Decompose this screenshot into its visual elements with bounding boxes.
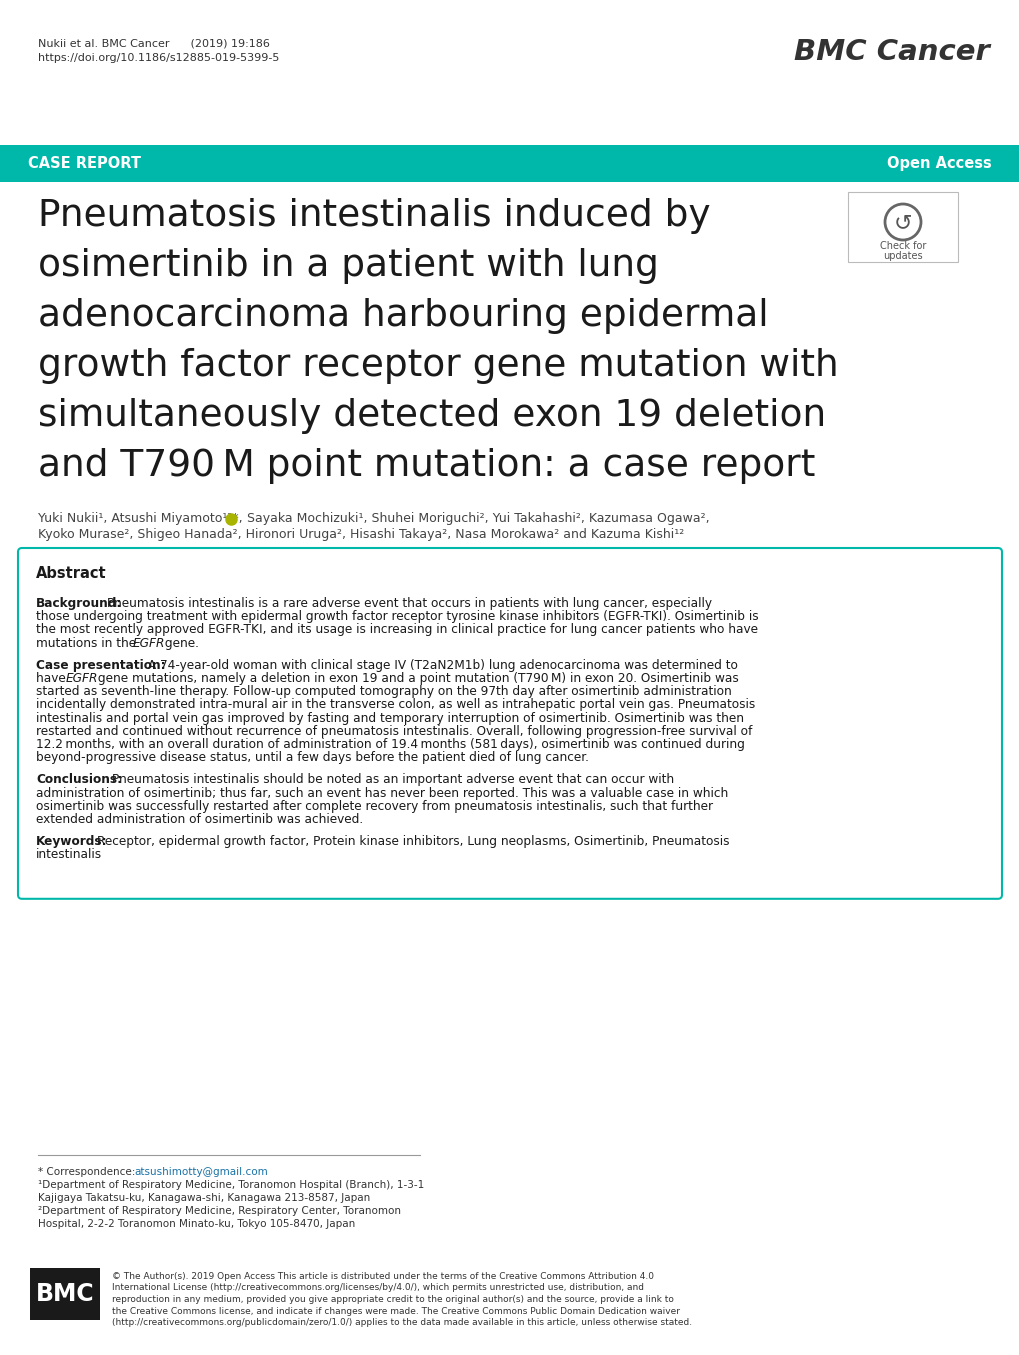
Text: A 74-year-old woman with clinical stage IV (T2aN2M1b) lung adenocarcinoma was de: A 74-year-old woman with clinical stage … (144, 659, 737, 672)
Text: restarted and continued without recurrence of pneumatosis intestinalis. Overall,: restarted and continued without recurren… (36, 725, 752, 738)
Bar (0, 145, 1019, 182)
Text: Yuki Nukii¹, Atsushi Miyamoto¹²*,: Yuki Nukii¹, Atsushi Miyamoto¹²*, (38, 512, 243, 524)
Text: intestinalis: intestinalis (36, 848, 102, 862)
Text: osimertinib was successfully restarted after complete recovery from pneumatosis : osimertinib was successfully restarted a… (36, 799, 712, 813)
Text: EGFR: EGFR (132, 637, 165, 649)
Text: Background:: Background: (36, 598, 122, 610)
Text: Pneumatosis intestinalis should be noted as an important adverse event that can : Pneumatosis intestinalis should be noted… (108, 774, 674, 786)
Text: © The Author(s). 2019 Open Access This article is distributed under the terms of: © The Author(s). 2019 Open Access This a… (112, 1272, 653, 1280)
Text: adenocarcinoma harbouring epidermal: adenocarcinoma harbouring epidermal (38, 298, 768, 333)
Text: mutations in the: mutations in the (36, 637, 140, 649)
Text: extended administration of osimertinib was achieved.: extended administration of osimertinib w… (36, 813, 363, 827)
Text: Check for: Check for (879, 241, 925, 251)
Text: Pneumatosis intestinalis is a rare adverse event that occurs in patients with lu: Pneumatosis intestinalis is a rare adver… (103, 598, 711, 610)
Text: simultaneously detected exon 19 deletion: simultaneously detected exon 19 deletion (38, 398, 825, 434)
Text: Case presentation:: Case presentation: (36, 659, 165, 672)
Text: and T790 M point mutation: a case report: and T790 M point mutation: a case report (38, 449, 814, 484)
Text: gene mutations, namely a deletion in exon 19 and a point mutation (T790 M) in ex: gene mutations, namely a deletion in exo… (94, 672, 738, 686)
Bar (30, 1268, 100, 1320)
Text: (http://creativecommons.org/publicdomain/zero/1.0/) applies to the data made ava: (http://creativecommons.org/publicdomain… (112, 1318, 692, 1327)
FancyBboxPatch shape (18, 547, 1001, 898)
Text: Nukii et al. BMC Cancer      (2019) 19:186: Nukii et al. BMC Cancer (2019) 19:186 (38, 38, 270, 47)
Text: Sayaka Mochizuki¹, Shuhei Moriguchi², Yui Takahashi², Kazumasa Ogawa²,: Sayaka Mochizuki¹, Shuhei Moriguchi², Yu… (243, 512, 709, 524)
Text: Abstract: Abstract (36, 566, 107, 581)
Text: the most recently approved EGFR-TKI, and its usage is increasing in clinical pra: the most recently approved EGFR-TKI, and… (36, 623, 757, 637)
Text: updates: updates (882, 251, 922, 262)
Text: ↺: ↺ (893, 213, 911, 233)
Text: atsushimotty@gmail.com: atsushimotty@gmail.com (133, 1167, 268, 1177)
Text: the Creative Commons license, and indicate if changes were made. The Creative Co: the Creative Commons license, and indica… (112, 1306, 680, 1316)
Text: incidentally demonstrated intra-mural air in the transverse colon, as well as in: incidentally demonstrated intra-mural ai… (36, 698, 754, 711)
Text: osimertinib in a patient with lung: osimertinib in a patient with lung (38, 248, 658, 285)
Text: reproduction in any medium, provided you give appropriate credit to the original: reproduction in any medium, provided you… (112, 1295, 674, 1304)
Text: started as seventh-line therapy. Follow-up computed tomography on the 97th day a: started as seventh-line therapy. Follow-… (36, 686, 731, 698)
Text: ²Department of Respiratory Medicine, Respiratory Center, Toranomon: ²Department of Respiratory Medicine, Res… (38, 1206, 400, 1215)
FancyBboxPatch shape (847, 192, 957, 262)
Text: https://doi.org/10.1186/s12885-019-5399-5: https://doi.org/10.1186/s12885-019-5399-… (38, 53, 279, 62)
Text: growth factor receptor gene mutation with: growth factor receptor gene mutation wit… (38, 348, 838, 383)
Text: those undergoing treatment with epidermal growth factor receptor tyrosine kinase: those undergoing treatment with epiderma… (36, 610, 758, 623)
Text: Pneumatosis intestinalis induced by: Pneumatosis intestinalis induced by (38, 198, 710, 234)
Text: have: have (36, 672, 69, 686)
Text: Keywords:: Keywords: (36, 835, 108, 848)
Text: beyond-progressive disease status, until a few days before the patient died of l: beyond-progressive disease status, until… (36, 751, 588, 764)
Text: Kajigaya Takatsu-ku, Kanagawa-shi, Kanagawa 213-8587, Japan: Kajigaya Takatsu-ku, Kanagawa-shi, Kanag… (38, 1192, 370, 1203)
Text: 12.2 months, with an overall duration of administration of 19.4 months (581 days: 12.2 months, with an overall duration of… (36, 738, 744, 751)
Text: administration of osimertinib; thus far, such an event has never been reported. : administration of osimertinib; thus far,… (36, 787, 728, 799)
Text: Conclusions:: Conclusions: (36, 774, 122, 786)
Text: * Correspondence:: * Correspondence: (38, 1167, 139, 1177)
Text: Open Access: Open Access (887, 156, 991, 171)
Text: intestinalis and portal vein gas improved by fasting and temporary interruption : intestinalis and portal vein gas improve… (36, 711, 743, 725)
Text: ¹Department of Respiratory Medicine, Toranomon Hospital (Branch), 1-3-1: ¹Department of Respiratory Medicine, Tor… (38, 1180, 424, 1190)
Text: Receptor, epidermal growth factor, Protein kinase inhibitors, Lung neoplasms, Os: Receptor, epidermal growth factor, Prote… (93, 835, 729, 848)
Text: BMC Cancer: BMC Cancer (794, 38, 989, 66)
Text: Kyoko Murase², Shigeo Hanada², Hironori Uruga², Hisashi Takaya², Nasa Morokawa² : Kyoko Murase², Shigeo Hanada², Hironori … (38, 528, 684, 541)
Text: CASE REPORT: CASE REPORT (28, 156, 141, 171)
Text: BMC: BMC (36, 1282, 94, 1306)
Text: gene.: gene. (161, 637, 199, 649)
Text: EGFR: EGFR (66, 672, 98, 686)
Text: International License (http://creativecommons.org/licenses/by/4.0/), which permi: International License (http://creativeco… (112, 1283, 643, 1293)
Text: Hospital, 2-2-2 Toranomon Minato-ku, Tokyo 105-8470, Japan: Hospital, 2-2-2 Toranomon Minato-ku, Tok… (38, 1220, 355, 1229)
